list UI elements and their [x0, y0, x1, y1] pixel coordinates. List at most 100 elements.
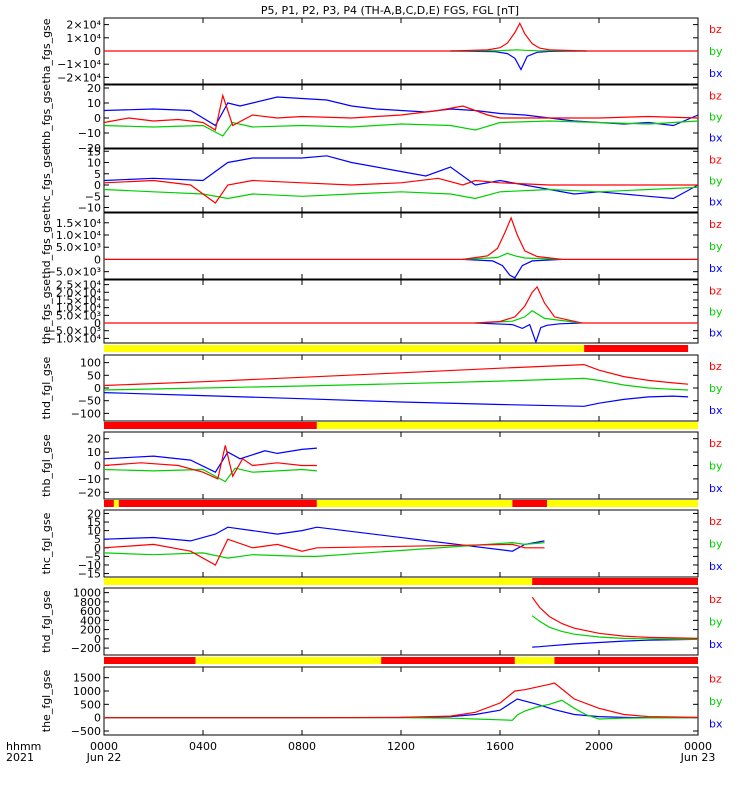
flag-bar-segment — [104, 578, 533, 585]
y-tick-label: 0 — [94, 317, 101, 330]
y-tick-label: 0 — [94, 112, 101, 125]
panel-frame — [103, 279, 699, 344]
y-tick-label: 10 — [87, 157, 101, 170]
y-tick-label: 0 — [94, 542, 101, 555]
series-bz-line — [104, 538, 545, 566]
series-bz-line — [104, 445, 317, 480]
legend-bx: bx — [709, 404, 723, 417]
series-bz-line — [104, 285, 698, 324]
flag-bar-segment — [104, 500, 114, 507]
legend-bx: bx — [709, 67, 723, 80]
y-axis-label: tha_fgs_gse — [40, 18, 53, 83]
y-tick-label: −200 — [71, 642, 101, 655]
y-tick-label: −5 — [85, 190, 101, 203]
y-tick-label: −10 — [78, 559, 101, 572]
chart-title: P5, P1, P2, P3, P4 (TH-A,B,C,D,E) FGS, F… — [261, 4, 519, 17]
x-date-label: Jun 23 — [680, 751, 716, 764]
y-axis-label: thd_fgl_gse — [40, 356, 53, 419]
legend-by: by — [709, 306, 723, 319]
y-tick-label: 5 — [94, 168, 101, 181]
flag-bar-segment — [381, 657, 515, 664]
y-tick-label: −20 — [78, 142, 101, 155]
legend-bx: bx — [709, 560, 723, 573]
y-tick-label: 2.5×10⁴ — [56, 279, 102, 292]
flag-bar-segment — [532, 578, 698, 585]
legend-bx: bx — [709, 262, 723, 275]
flag-bar-segment — [584, 345, 689, 352]
legend-by: by — [709, 616, 723, 629]
x-tick-label: 0800 — [288, 740, 316, 753]
legend-by: by — [709, 45, 723, 58]
panel-frame — [103, 431, 699, 500]
legend-by: by — [709, 382, 723, 395]
series-by-line — [450, 49, 587, 52]
y-axis-label: thc_fgs_gse — [40, 148, 53, 213]
series-bx-line — [475, 322, 582, 343]
y-tick-label: 0 — [94, 633, 101, 646]
y-tick-label: 1000 — [73, 685, 101, 698]
legend-bz: bz — [709, 515, 722, 528]
legend-by: by — [709, 538, 723, 551]
panel-4: 1.5×10⁴1.0×10⁴5.0×10³0−5.0×10³thd_fgs_gs… — [40, 212, 723, 280]
y-tick-label: 1.0×10⁴ — [56, 229, 102, 242]
series-bz-line — [104, 216, 698, 260]
y-axis-label: the_fgl_gse — [40, 670, 53, 733]
legend-bz: bz — [709, 437, 722, 450]
panel-5: 2.5×10⁴2.0×10⁴1.5×10⁴1.0×10⁴5.0×10³0−5.0… — [40, 279, 723, 346]
legend-bz: bz — [709, 23, 722, 36]
panel-frame — [103, 509, 699, 578]
panel-frame — [103, 587, 699, 656]
y-tick-label: 400 — [80, 614, 101, 627]
y-tick-label: −5 — [85, 550, 101, 563]
flag-bar-segment — [104, 657, 196, 664]
series-by-line — [104, 377, 689, 391]
y-tick-label: −5.0×10³ — [47, 266, 101, 279]
y-tick-label: 0 — [94, 45, 101, 58]
x-tick-label: 0400 — [189, 740, 217, 753]
series-bx-line — [104, 447, 317, 473]
series-bz-line — [104, 93, 698, 131]
y-axis-label: thd_fgs_gse — [40, 213, 53, 279]
y-tick-label: 0 — [94, 382, 101, 395]
x-tick-label: 1200 — [387, 740, 415, 753]
legend-by: by — [709, 240, 723, 253]
legend-bx: bx — [709, 638, 723, 651]
y-tick-label: −20 — [78, 486, 101, 499]
legend-bz: bz — [709, 672, 722, 685]
y-tick-label: −10 — [78, 202, 101, 215]
x-tick-label: 0000 — [90, 740, 118, 753]
y-tick-label: 0 — [94, 712, 101, 725]
y-tick-label: −500 — [71, 725, 101, 738]
y-axis-label: thc_fgl_gse — [40, 512, 53, 574]
y-tick-label: −50 — [78, 395, 101, 408]
legend-bz: bz — [709, 218, 722, 231]
y-tick-label: 200 — [80, 624, 101, 637]
y-tick-label: −10 — [78, 473, 101, 486]
y-tick-label: 1000 — [73, 587, 101, 600]
legend-bz: bz — [709, 154, 722, 167]
series-bx-line — [104, 526, 545, 552]
y-tick-label: 5 — [94, 533, 101, 546]
y-tick-label: 5.0×10³ — [56, 309, 101, 322]
flag-bar-segment — [104, 345, 585, 352]
x-tick-label: 2000 — [585, 740, 613, 753]
flag-bar-segment — [514, 657, 555, 664]
y-tick-label: 20 — [87, 82, 101, 95]
y-tick-label: 15 — [87, 145, 101, 158]
y-tick-label: 0 — [94, 460, 101, 473]
series-by-line — [475, 309, 582, 324]
y-tick-label: 100 — [80, 357, 101, 370]
series-bz-line — [104, 177, 698, 204]
time-axis-row-label-1: hhmm — [6, 740, 41, 753]
y-tick-label: 1.5×10⁴ — [56, 217, 102, 230]
series-bz-line — [104, 363, 689, 387]
flag-bar-segment — [316, 422, 698, 429]
y-tick-label: −15 — [78, 568, 101, 581]
panel-frame — [103, 212, 699, 280]
panel-frame — [103, 84, 699, 149]
